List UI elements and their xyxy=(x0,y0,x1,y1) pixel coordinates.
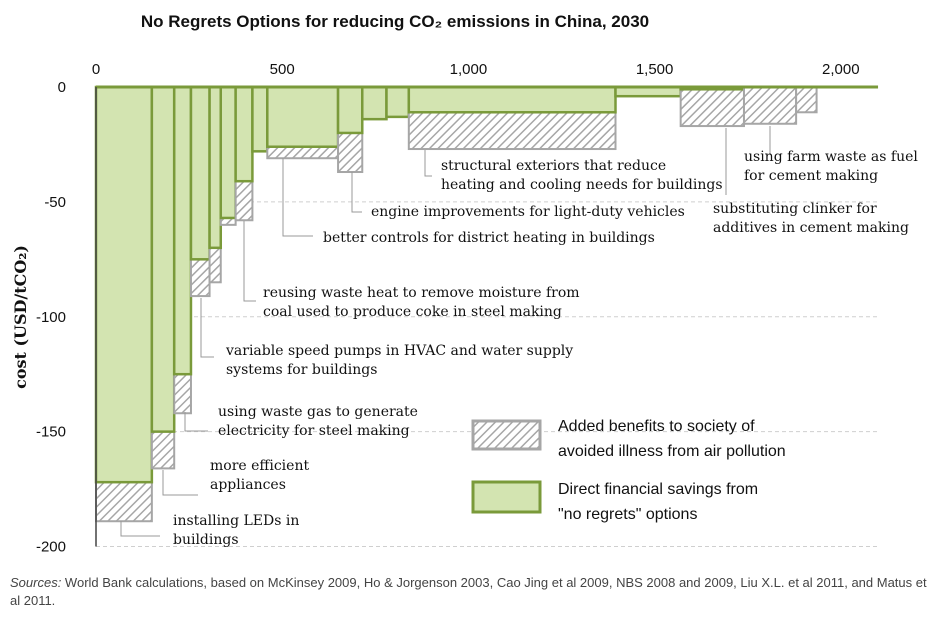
y-axis-label: cost (USD/tCO₂) xyxy=(11,245,30,389)
bar-direct-savings xyxy=(150,85,176,433)
annotation-label: using farm waste as fuel for cement makin… xyxy=(744,149,918,184)
legend-label-direct: Direct financial savings from "no regrets… xyxy=(558,481,758,523)
bar-health-benefit xyxy=(208,246,222,284)
x-tick-label: 0 xyxy=(92,61,100,78)
annotation-line: appliances xyxy=(210,477,286,493)
annotation-leader-line xyxy=(184,412,208,432)
x-tick-label: 2,000 xyxy=(822,61,860,78)
bar-health-benefit xyxy=(679,88,745,128)
annotation-leader-line xyxy=(162,470,198,496)
y-tick-label: -100 xyxy=(36,309,66,326)
annotation-line: buildings xyxy=(173,532,239,548)
y-tick-label: 0 xyxy=(58,79,66,96)
sources-text: World Bank calculations, based on McKins… xyxy=(10,575,927,608)
annotation-label: better controls for district heating in … xyxy=(323,230,655,246)
bar-health-benefit xyxy=(337,131,364,174)
annotation-line: using waste gas to generate xyxy=(218,404,418,420)
bars xyxy=(94,85,818,523)
annotation-leader-line xyxy=(424,150,432,177)
legend-swatch-direct xyxy=(471,480,542,514)
x-tick-label: 500 xyxy=(270,61,295,78)
annotation-leader-line xyxy=(282,158,313,237)
annotation-leader-line xyxy=(200,298,214,358)
annotation-label: installing LEDs in buildings xyxy=(173,513,299,548)
bar-direct-savings xyxy=(172,85,193,376)
bar-health-benefit xyxy=(150,430,176,470)
annotation-label: substituting clinker for additives in cem… xyxy=(713,201,909,236)
bar-direct-savings xyxy=(407,85,617,114)
annotation-leader-line xyxy=(120,521,160,537)
legend-line: Added benefits to society of xyxy=(558,418,755,435)
bar-direct-savings xyxy=(336,85,364,135)
bar-health-benefit xyxy=(173,373,192,415)
bar-direct-savings xyxy=(94,85,154,484)
axes: 0 -50 -100 -150 -200 0 500 1,000 1,500 2,000 xyxy=(36,61,879,556)
legend-line: avoided illness from air pollution xyxy=(558,443,786,460)
y-tick-label: -50 xyxy=(44,194,66,211)
annotation-line: coal used to produce coke in steel makin… xyxy=(263,304,562,320)
bar-direct-savings xyxy=(219,85,237,220)
legend-line: "no regrets" options xyxy=(558,506,697,523)
bar-health-benefit xyxy=(234,180,254,222)
bar-health-benefit xyxy=(189,258,211,298)
sources-label: Sources: xyxy=(10,575,62,590)
bar-health-benefit xyxy=(266,145,340,160)
annotation-line: electricity for steel making xyxy=(218,423,410,439)
x-tick-label: 1,500 xyxy=(636,61,674,78)
annotation-line: structural exteriors that reduce xyxy=(441,158,666,174)
annotation-label: more efficient appliances xyxy=(210,458,309,493)
annotation-line: substituting clinker for xyxy=(713,201,877,217)
annotation-line: reusing waste heat to remove moisture fr… xyxy=(263,285,580,301)
legend-line: Direct financial savings from xyxy=(558,481,758,498)
bar-direct-savings xyxy=(266,85,340,148)
bar-direct-savings xyxy=(385,85,411,119)
annotation-line: additives in cement making xyxy=(713,220,909,236)
bar-health-benefit xyxy=(742,86,798,125)
annotation-line: engine improvements for light-duty vehic… xyxy=(371,204,685,220)
bar-direct-savings xyxy=(361,85,388,121)
x-tick-label: 1,000 xyxy=(450,61,488,78)
legend: Added benefits to society of avoided illn… xyxy=(471,418,786,523)
annotation-line: installing LEDs in xyxy=(173,513,299,529)
legend-label-hatched: Added benefits to society of avoided illn… xyxy=(558,418,786,460)
bar-health-benefit xyxy=(795,86,818,114)
sources-note: Sources: World Bank calculations, based … xyxy=(10,574,940,610)
chart-title: No Regrets Options for reducing CO₂ emis… xyxy=(141,12,649,31)
y-tick-label: -150 xyxy=(36,424,66,441)
annotation-line: variable speed pumps in HVAC and water s… xyxy=(225,343,573,359)
bar-health-benefit xyxy=(95,481,153,523)
bar-health-benefit xyxy=(407,111,617,151)
annotation-line: heating and cooling needs for buildings xyxy=(441,177,723,193)
annotation-label: structural exteriors that reduce heating … xyxy=(441,158,723,193)
annotation-line: better controls for district heating in … xyxy=(323,230,655,246)
annotation-line: more efficient xyxy=(210,458,309,474)
annotation-leader-line xyxy=(351,172,362,213)
bar-direct-savings xyxy=(208,85,223,250)
annotation-label: variable speed pumps in HVAC and water s… xyxy=(225,343,573,378)
annotation-label: using waste gas to generate electricity f… xyxy=(218,404,418,439)
bar-direct-savings xyxy=(189,85,211,261)
y-tick-label: -200 xyxy=(36,539,66,556)
annotations: installing LEDs in buildings more efficien… xyxy=(120,126,918,548)
annotation-line: for cement making xyxy=(744,168,878,184)
annotation-line: systems for buildings xyxy=(226,362,377,378)
annotation-label: engine improvements for light-duty vehic… xyxy=(371,204,685,220)
annotation-label: reusing waste heat to remove moisture fr… xyxy=(263,285,580,320)
bar-direct-savings xyxy=(234,85,254,183)
legend-swatch-hatched xyxy=(471,419,542,451)
grid-lines xyxy=(96,201,879,547)
annotation-leader-line xyxy=(243,221,256,302)
annotation-line: using farm waste as fuel xyxy=(744,149,918,165)
bar-direct-savings xyxy=(251,85,269,153)
